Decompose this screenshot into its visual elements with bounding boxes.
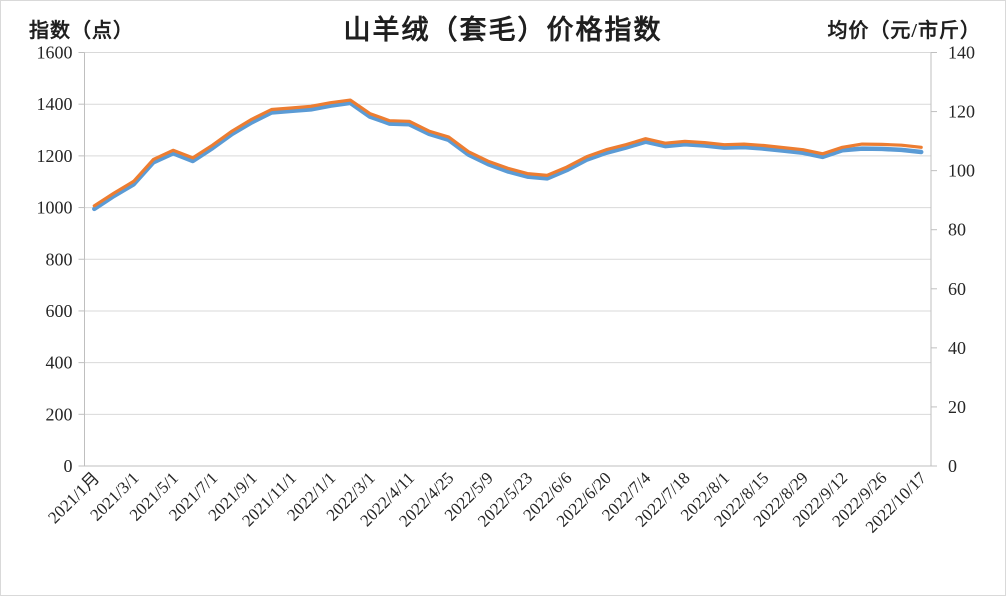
left-axis-title: 指数（点）	[29, 20, 134, 42]
right-axis-title: 均价（元/市斤）	[827, 20, 981, 42]
y-axis-right-tick-label: 140	[948, 43, 975, 63]
y-axis-right-tick-label: 80	[948, 220, 966, 240]
y-axis-right-tick-label: 0	[948, 456, 957, 476]
y-axis-right-tick-label: 20	[948, 397, 966, 417]
y-axis-right-tick-label: 100	[948, 161, 975, 181]
y-axis-left-tick-label: 1000	[37, 198, 73, 218]
index-line	[92, 100, 924, 212]
y-axis-right-tick-label: 120	[948, 102, 975, 122]
y-axis-left-tick-label: 1400	[37, 94, 73, 114]
chart-title: 山羊绒（套毛）价格指数	[343, 15, 663, 45]
y-axis-left-tick-label: 400	[46, 353, 73, 373]
avg-price-line	[92, 98, 923, 208]
y-axis-right-tick-label: 40	[948, 338, 966, 358]
y-axis-right-tick-label: 60	[948, 279, 966, 299]
y-axis-left-tick-label: 600	[46, 301, 73, 321]
y-axis-left-tick-label: 800	[46, 249, 73, 269]
y-axis-left-tick-label: 1200	[37, 146, 73, 166]
y-axis-left-tick-label: 200	[46, 404, 73, 424]
y-axis-left-tick-label: 1600	[37, 43, 73, 63]
y-axis-left-tick-label: 0	[64, 456, 73, 476]
